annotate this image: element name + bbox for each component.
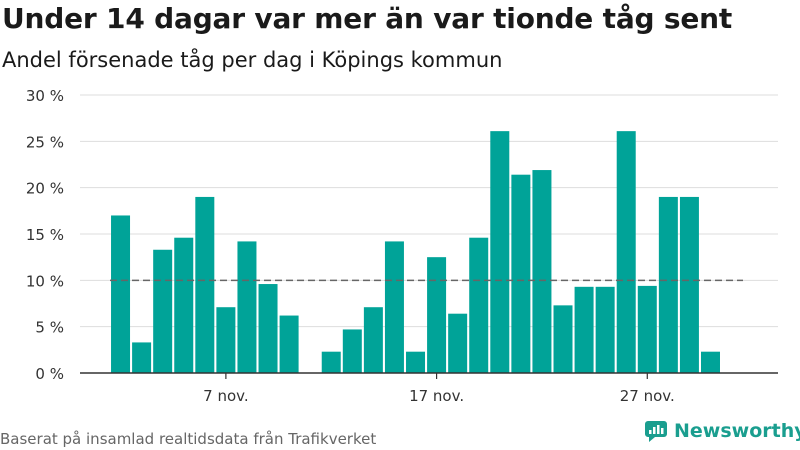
bar xyxy=(111,215,131,373)
source-note: Baserat på insamlad realtidsdata från Tr… xyxy=(0,430,377,448)
bar xyxy=(574,286,594,373)
bar xyxy=(595,286,615,373)
bar xyxy=(553,305,573,373)
y-tick-label: 15 % xyxy=(26,226,64,244)
bar xyxy=(637,285,657,373)
y-tick-label: 5 % xyxy=(35,319,64,337)
bar xyxy=(195,196,215,373)
y-tick-label: 10 % xyxy=(26,272,64,290)
chart-title: Under 14 dagar var mer än var tionde tåg… xyxy=(2,2,733,35)
bar xyxy=(321,351,341,373)
bar xyxy=(679,196,699,373)
y-tick-label: 0 % xyxy=(35,365,64,383)
newsworthy-logo-icon xyxy=(645,421,667,442)
bar xyxy=(406,351,426,373)
bar xyxy=(279,315,299,373)
bar xyxy=(342,329,362,373)
bars xyxy=(111,131,720,373)
bar xyxy=(616,131,636,373)
bar xyxy=(469,237,489,373)
bar xyxy=(700,351,720,373)
bar xyxy=(258,284,278,373)
x-tick-label: 7 nov. xyxy=(203,387,248,405)
bar xyxy=(363,307,383,373)
axes: 0 % 5 % 10 % 15 % 20 % 25 % 30 % 7 nov. 17 nov. 2… xyxy=(26,87,778,405)
x-tick-label: 17 nov. xyxy=(409,387,464,405)
x-tick-label: 27 nov. xyxy=(620,387,675,405)
bar xyxy=(427,257,447,373)
bar xyxy=(511,174,531,373)
bar xyxy=(658,196,678,373)
bar xyxy=(216,307,236,373)
chart-subtitle: Andel försenade tåg per dag i Köpings ko… xyxy=(2,48,503,72)
bar xyxy=(237,241,257,373)
bar xyxy=(384,241,404,373)
brand-name: Newsworthy xyxy=(674,420,800,442)
bar xyxy=(448,313,468,373)
bar-chart: 0 % 5 % 10 % 15 % 20 % 25 % 30 % 7 nov. 17 nov. 2… xyxy=(26,87,778,405)
y-tick-label: 25 % xyxy=(26,133,64,151)
bar xyxy=(153,249,173,373)
y-tick-label: 20 % xyxy=(26,180,64,198)
bar xyxy=(532,170,552,373)
bar xyxy=(490,131,510,373)
y-tick-label: 30 % xyxy=(26,87,64,105)
bar xyxy=(132,342,152,373)
brand-logo: Newsworthy xyxy=(644,419,800,443)
bar xyxy=(174,237,194,373)
